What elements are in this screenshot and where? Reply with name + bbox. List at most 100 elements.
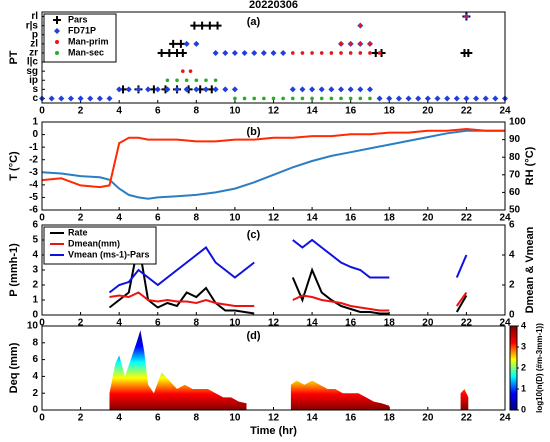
colorbar-tick-label: 2	[521, 362, 526, 372]
y-tick-label: -2	[29, 154, 38, 165]
marker	[116, 86, 123, 93]
marker	[453, 95, 460, 102]
marker	[165, 78, 170, 83]
chart-title: 20220306	[249, 0, 298, 11]
marker	[145, 86, 152, 93]
x-tick-label: 18	[384, 413, 396, 424]
x-tick-label: 4	[116, 106, 122, 117]
marker	[222, 86, 229, 93]
x-tick-label: 14	[307, 413, 319, 424]
marker	[169, 39, 178, 48]
marker	[262, 96, 266, 101]
y-tick-label: -3	[29, 167, 38, 178]
x-tick-label: 10	[229, 413, 241, 424]
y-tick-label: zl	[30, 38, 38, 49]
marker	[290, 96, 295, 101]
y-tick-label: 3	[32, 265, 38, 276]
marker	[328, 86, 335, 93]
y-tick-label: zr	[29, 48, 38, 59]
marker	[135, 86, 142, 93]
marker	[181, 69, 185, 73]
marker	[205, 21, 214, 30]
marker	[176, 39, 185, 48]
x-tick-label: 20	[422, 213, 434, 224]
panel-label: (c)	[247, 229, 261, 241]
x-tick-label: 6	[155, 413, 161, 424]
marker	[154, 86, 161, 93]
marker	[339, 96, 343, 101]
marker	[368, 51, 372, 55]
y-tick-label: 0	[32, 129, 38, 140]
x-tick-label: 6	[155, 318, 161, 329]
x-tick-label: 20	[422, 318, 434, 329]
x-tick-label: 22	[461, 413, 473, 424]
marker	[395, 95, 402, 102]
x-tick-label: 10	[229, 106, 241, 117]
marker	[357, 86, 364, 93]
legend-swatch	[53, 16, 61, 24]
marker	[281, 96, 285, 101]
marker	[405, 95, 412, 102]
marker	[193, 40, 200, 47]
y-tick-label: 4	[32, 371, 38, 382]
x-tick-label: 12	[268, 213, 280, 224]
legend-label: Man-prim	[68, 36, 109, 46]
plot-frame	[41, 121, 506, 211]
marker	[58, 95, 65, 102]
x-tick-label: 20	[422, 106, 434, 117]
colorbar-tick-label: 3	[521, 341, 526, 351]
y-tick-label: 4	[32, 250, 38, 261]
y-tick-label: sg	[26, 66, 38, 77]
y2-tick-label: 100	[509, 117, 526, 128]
y-tick-label: ip	[29, 75, 38, 86]
colorbar-label: log10(n(D) (#m-3mm-1))	[535, 323, 544, 413]
marker	[212, 49, 219, 56]
data-line	[109, 291, 468, 312]
x-tick-label: 4	[116, 413, 122, 424]
y2-tick-label: 4	[509, 250, 515, 261]
plot-frame	[41, 224, 506, 316]
x-tick-label: 2	[78, 106, 84, 117]
marker	[339, 51, 343, 55]
marker	[165, 48, 174, 57]
x-tick-label: 4	[116, 318, 122, 329]
y-tick-label: 1	[32, 117, 38, 128]
data-line	[108, 238, 468, 294]
marker	[188, 69, 193, 73]
marker	[329, 96, 334, 101]
marker	[194, 78, 199, 83]
x-tick-label: 22	[461, 213, 473, 224]
marker	[463, 95, 470, 102]
y-tick-label: 0	[32, 405, 38, 416]
data-line	[41, 129, 505, 200]
y-axis-label: P (mmh-1)	[8, 243, 20, 297]
marker	[318, 86, 325, 93]
x-tick-label: 0	[39, 213, 45, 224]
data-line	[41, 127, 505, 189]
y2-axis-label: Dmean & Vmean	[524, 226, 536, 313]
legend-label: Rate	[68, 227, 88, 237]
x-tick-label: 12	[268, 106, 280, 117]
legend-swatch	[55, 51, 59, 55]
y2-tick-label: 6	[509, 220, 515, 231]
y-tick-label: 8	[32, 337, 38, 348]
y-axis-label: T (°C)	[8, 151, 20, 181]
x-tick-label: 8	[194, 213, 200, 224]
x-tick-label: 10	[229, 213, 241, 224]
data-area	[109, 330, 469, 410]
marker	[310, 51, 314, 55]
marker	[106, 95, 113, 102]
y-tick-label: 6	[32, 354, 38, 365]
x-tick-label: 14	[307, 318, 319, 329]
marker	[358, 23, 363, 28]
legend-swatch	[54, 28, 60, 34]
marker	[213, 21, 222, 30]
x-tick-label: 6	[155, 213, 161, 224]
colorbar-tick-label: 4	[521, 320, 526, 330]
marker	[184, 78, 189, 83]
marker	[233, 96, 237, 101]
marker	[482, 95, 489, 102]
legend-label: Vmean (ms-1)-Pars	[68, 249, 150, 259]
marker	[202, 86, 209, 93]
x-tick-label: 2	[78, 413, 84, 424]
